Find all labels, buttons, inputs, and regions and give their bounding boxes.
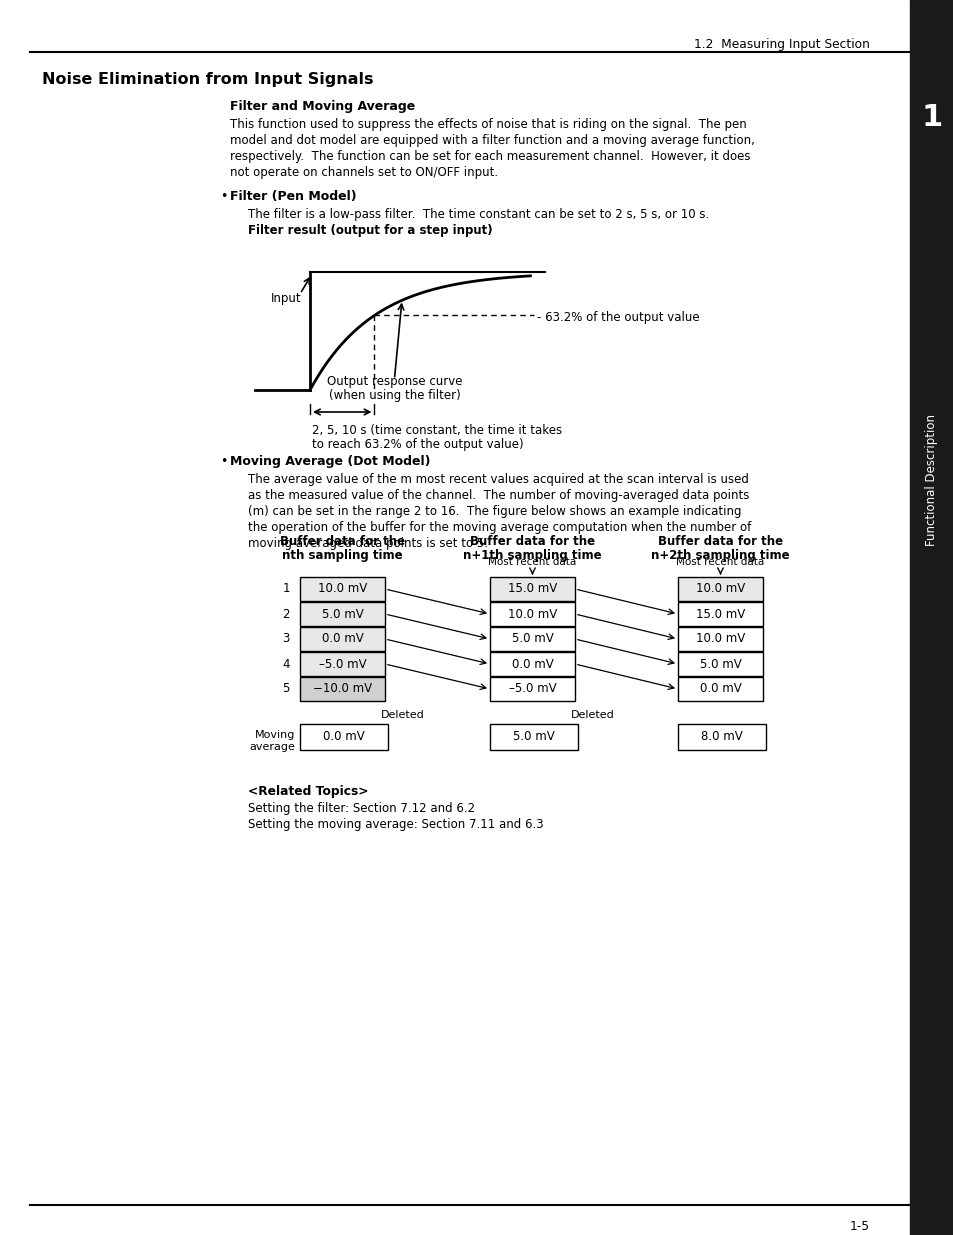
Text: Filter and Moving Average: Filter and Moving Average: [230, 100, 415, 112]
Text: moving averaged data points is set to 5.: moving averaged data points is set to 5.: [248, 537, 488, 550]
Bar: [299, 677, 385, 701]
Text: 1-5: 1-5: [849, 1220, 869, 1233]
Text: 0.0 mV: 0.0 mV: [511, 657, 553, 671]
Bar: [299, 724, 388, 750]
Bar: [299, 652, 385, 676]
Text: - 63.2% of the output value: - 63.2% of the output value: [537, 311, 700, 324]
Bar: [299, 577, 385, 601]
Text: 10.0 mV: 10.0 mV: [317, 583, 367, 595]
Text: 0.0 mV: 0.0 mV: [699, 683, 740, 695]
Text: 1.2  Measuring Input Section: 1.2 Measuring Input Section: [694, 38, 869, 51]
Text: Buffer data for the: Buffer data for the: [658, 535, 782, 548]
Text: 1: 1: [282, 583, 290, 595]
Text: 10.0 mV: 10.0 mV: [507, 608, 557, 620]
Text: (m) can be set in the range 2 to 16.  The figure below shows an example indicati: (m) can be set in the range 2 to 16. The…: [248, 505, 740, 517]
Text: 10.0 mV: 10.0 mV: [695, 583, 744, 595]
Text: 10.0 mV: 10.0 mV: [695, 632, 744, 646]
Text: Moving: Moving: [254, 730, 294, 740]
Text: 5.0 mV: 5.0 mV: [511, 632, 553, 646]
Text: 1: 1: [921, 104, 942, 132]
Text: 4: 4: [282, 657, 290, 671]
Text: (when using the filter): (when using the filter): [328, 389, 459, 403]
Bar: [490, 601, 575, 626]
Text: 8.0 mV: 8.0 mV: [700, 730, 742, 743]
Text: Filter (Pen Model): Filter (Pen Model): [230, 190, 356, 203]
Bar: [909, 0, 953, 1235]
Bar: [490, 577, 575, 601]
Text: 2: 2: [282, 608, 290, 620]
Text: 5.0 mV: 5.0 mV: [321, 608, 363, 620]
Bar: [490, 677, 575, 701]
Text: as the measured value of the channel.  The number of moving-averaged data points: as the measured value of the channel. Th…: [248, 489, 749, 501]
Bar: [678, 577, 762, 601]
Bar: [678, 677, 762, 701]
Bar: [678, 627, 762, 651]
Bar: [678, 601, 762, 626]
Text: n+1th sampling time: n+1th sampling time: [463, 550, 601, 562]
Text: Filter result (output for a step input): Filter result (output for a step input): [248, 224, 492, 237]
Text: Setting the filter: Section 7.12 and 6.2: Setting the filter: Section 7.12 and 6.2: [248, 802, 475, 815]
Text: 2, 5, 10 s (time constant, the time it takes: 2, 5, 10 s (time constant, the time it t…: [312, 424, 561, 437]
Text: Most recent data: Most recent data: [488, 557, 576, 567]
Text: respectively.  The function can be set for each measurement channel.  However, i: respectively. The function can be set fo…: [230, 149, 750, 163]
Text: 15.0 mV: 15.0 mV: [695, 608, 744, 620]
Text: Output response curve: Output response curve: [326, 375, 461, 389]
Text: Functional Description: Functional Description: [924, 414, 938, 546]
Bar: [490, 627, 575, 651]
Text: average: average: [249, 742, 294, 752]
Text: Buffer data for the: Buffer data for the: [470, 535, 595, 548]
Text: •: •: [220, 190, 227, 203]
Text: 5.0 mV: 5.0 mV: [513, 730, 555, 743]
Text: Noise Elimination from Input Signals: Noise Elimination from Input Signals: [42, 72, 374, 86]
Text: <Related Topics>: <Related Topics>: [248, 785, 368, 798]
Text: not operate on channels set to ON/OFF input.: not operate on channels set to ON/OFF in…: [230, 165, 497, 179]
Text: n+2th sampling time: n+2th sampling time: [651, 550, 789, 562]
Text: nth sampling time: nth sampling time: [282, 550, 402, 562]
Text: The average value of the m most recent values acquired at the scan interval is u: The average value of the m most recent v…: [248, 473, 748, 487]
Text: –5.0 mV: –5.0 mV: [508, 683, 556, 695]
Text: –5.0 mV: –5.0 mV: [318, 657, 366, 671]
Bar: [490, 724, 578, 750]
Bar: [299, 601, 385, 626]
Text: Moving Average (Dot Model): Moving Average (Dot Model): [230, 454, 430, 468]
Text: Setting the moving average: Section 7.11 and 6.3: Setting the moving average: Section 7.11…: [248, 818, 543, 831]
Text: Input: Input: [271, 291, 302, 305]
Text: •: •: [220, 454, 227, 468]
Bar: [678, 652, 762, 676]
Text: Deleted: Deleted: [571, 710, 615, 720]
Text: This function used to suppress the effects of noise that is riding on the signal: This function used to suppress the effec…: [230, 119, 746, 131]
Text: 15.0 mV: 15.0 mV: [507, 583, 557, 595]
Bar: [490, 652, 575, 676]
Text: model and dot model are equipped with a filter function and a moving average fun: model and dot model are equipped with a …: [230, 135, 754, 147]
Text: The filter is a low-pass filter.  The time constant can be set to 2 s, 5 s, or 1: The filter is a low-pass filter. The tim…: [248, 207, 708, 221]
Text: 3: 3: [282, 632, 290, 646]
Text: −10.0 mV: −10.0 mV: [313, 683, 372, 695]
Text: to reach 63.2% of the output value): to reach 63.2% of the output value): [312, 438, 523, 451]
Text: Buffer data for the: Buffer data for the: [279, 535, 405, 548]
Bar: [678, 724, 765, 750]
Text: Deleted: Deleted: [381, 710, 424, 720]
Text: 5.0 mV: 5.0 mV: [699, 657, 740, 671]
Text: the operation of the buffer for the moving average computation when the number o: the operation of the buffer for the movi…: [248, 521, 750, 534]
Text: 5: 5: [282, 683, 290, 695]
Bar: [299, 627, 385, 651]
Text: Most recent data: Most recent data: [676, 557, 763, 567]
Text: 0.0 mV: 0.0 mV: [323, 730, 364, 743]
Text: 0.0 mV: 0.0 mV: [321, 632, 363, 646]
